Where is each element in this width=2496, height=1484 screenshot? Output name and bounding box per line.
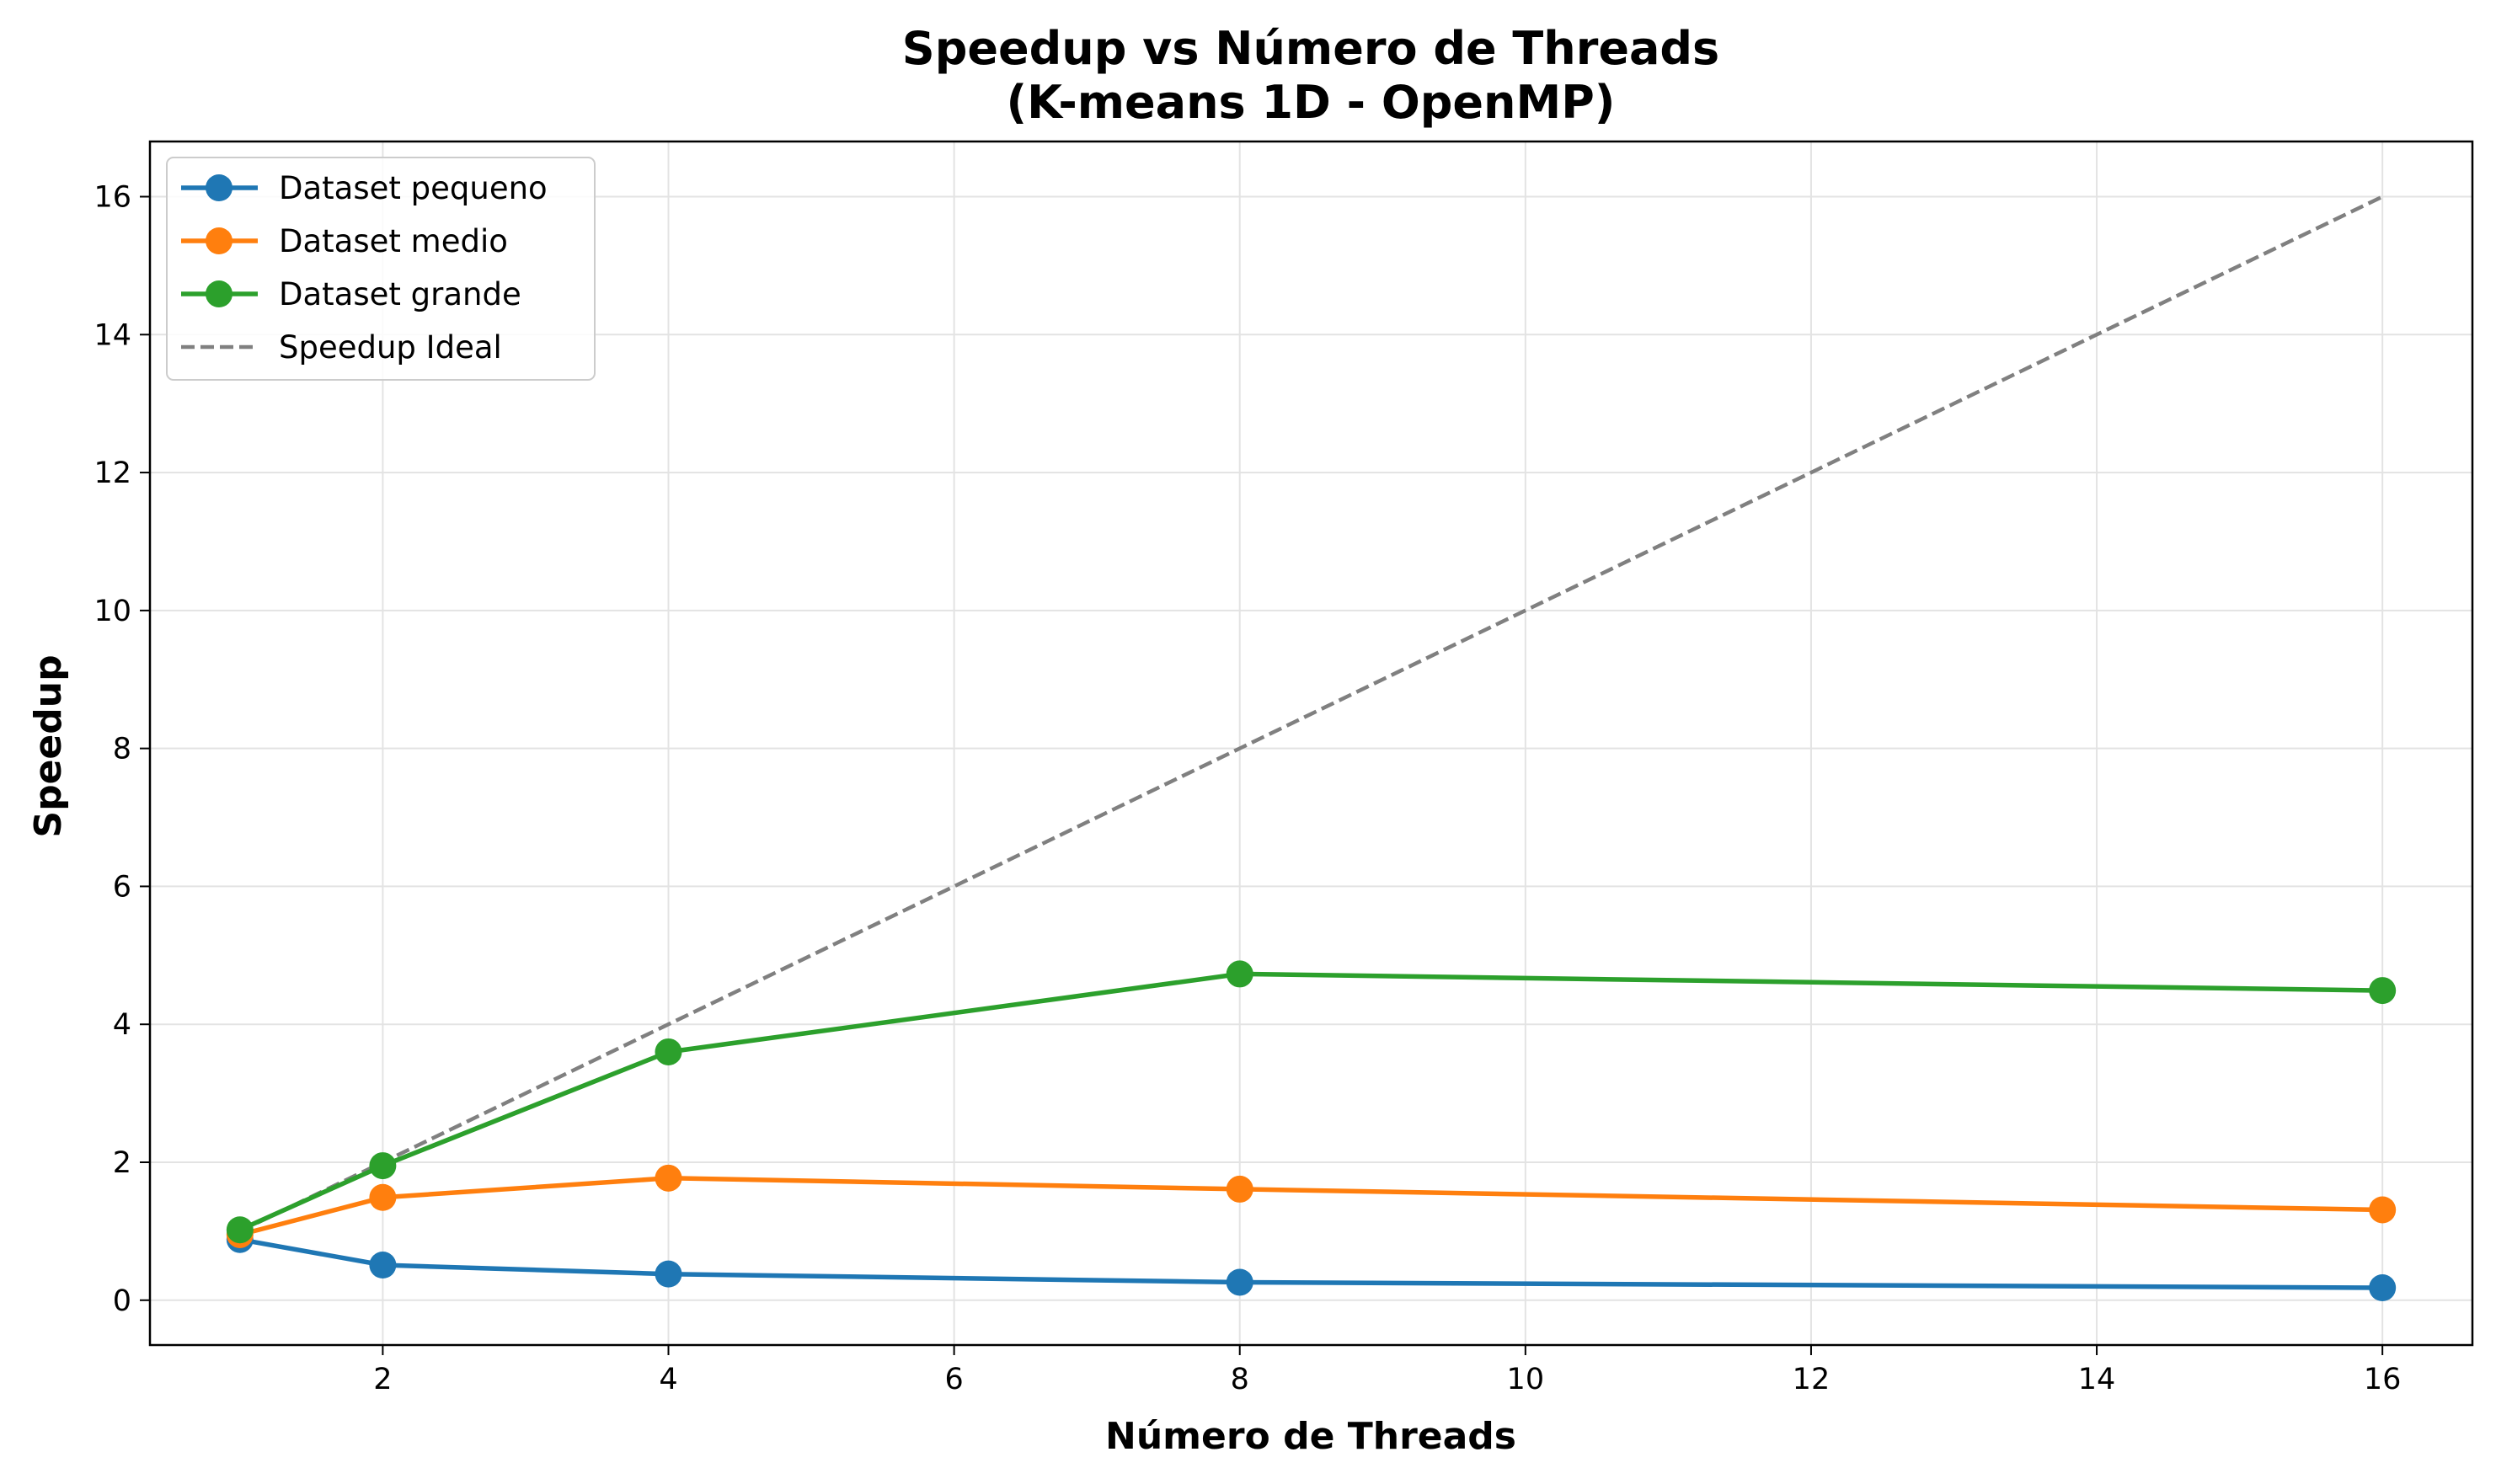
legend-label: Dataset pequeno <box>279 170 548 206</box>
data-point-dataset-grande <box>2369 977 2397 1005</box>
x-tick-label: 4 <box>659 1363 677 1396</box>
x-tick-label: 8 <box>1231 1363 1249 1396</box>
x-axis-label: Número de Threads <box>1105 1415 1516 1458</box>
y-tick-label: 2 <box>113 1146 131 1180</box>
data-point-dataset-pequeno <box>369 1252 397 1279</box>
x-tick-label: 10 <box>1507 1363 1545 1396</box>
y-tick-label: 6 <box>113 870 131 904</box>
y-tick-label: 12 <box>94 456 131 490</box>
legend-label: Dataset medio <box>279 223 508 259</box>
grid-lines <box>150 141 2472 1345</box>
data-point-dataset-grande <box>226 1216 254 1244</box>
chart-title: Speedup vs Número de Threads <box>902 22 1719 75</box>
legend-item-dataset-grande: Dataset grande <box>181 276 521 312</box>
legend-item-dataset-pequeno: Dataset pequeno <box>181 170 548 206</box>
y-tick-label: 8 <box>113 733 131 766</box>
legend-marker <box>206 174 232 201</box>
legend: Dataset pequeno Dataset medio Dataset gran… <box>166 157 596 381</box>
data-point-dataset-grande <box>655 1038 682 1065</box>
chart-subtitle: (K-means 1D - OpenMP) <box>1007 76 1616 129</box>
data-point-dataset-grande <box>1226 960 1253 988</box>
legend-marker <box>206 227 232 254</box>
legend-marker <box>206 280 232 307</box>
plot-area-frame <box>148 140 2474 1347</box>
y-tick-label: 10 <box>94 595 131 628</box>
y-tick-label: 4 <box>113 1008 131 1042</box>
legend-item-speedup-ideal: Speedup Ideal <box>181 329 502 366</box>
y-axis-label: Speedup <box>27 654 70 837</box>
legend-label: Dataset grande <box>279 276 521 312</box>
x-tick-label: 12 <box>1793 1363 1831 1396</box>
y-tick-label: 16 <box>94 181 131 215</box>
series-layer <box>226 960 2397 1302</box>
data-point-dataset-pequeno <box>655 1260 682 1288</box>
data-point-dataset-medio <box>1226 1175 1253 1203</box>
x-tick-label: 6 <box>944 1363 963 1396</box>
y-tick-label: 0 <box>113 1284 131 1318</box>
legend-label: Speedup Ideal <box>279 329 502 366</box>
axis-ticks: 2 4 6 8 10 12 14 16 0 2 4 6 8 10 12 14 16 <box>94 181 2401 1396</box>
data-point-dataset-pequeno <box>1226 1268 1253 1296</box>
x-tick-label: 16 <box>2364 1363 2402 1396</box>
legend-box <box>166 157 596 381</box>
data-point-dataset-medio <box>369 1183 397 1211</box>
series-dataset-grande <box>226 960 2397 1244</box>
x-tick-label: 14 <box>2078 1363 2116 1396</box>
data-point-dataset-medio <box>2369 1196 2397 1224</box>
data-point-dataset-pequeno <box>2369 1274 2397 1302</box>
legend-item-dataset-medio: Dataset medio <box>181 223 508 259</box>
data-point-dataset-grande <box>369 1152 397 1180</box>
y-tick-label: 14 <box>94 318 131 352</box>
data-point-dataset-medio <box>655 1164 682 1192</box>
x-tick-label: 2 <box>373 1363 392 1396</box>
